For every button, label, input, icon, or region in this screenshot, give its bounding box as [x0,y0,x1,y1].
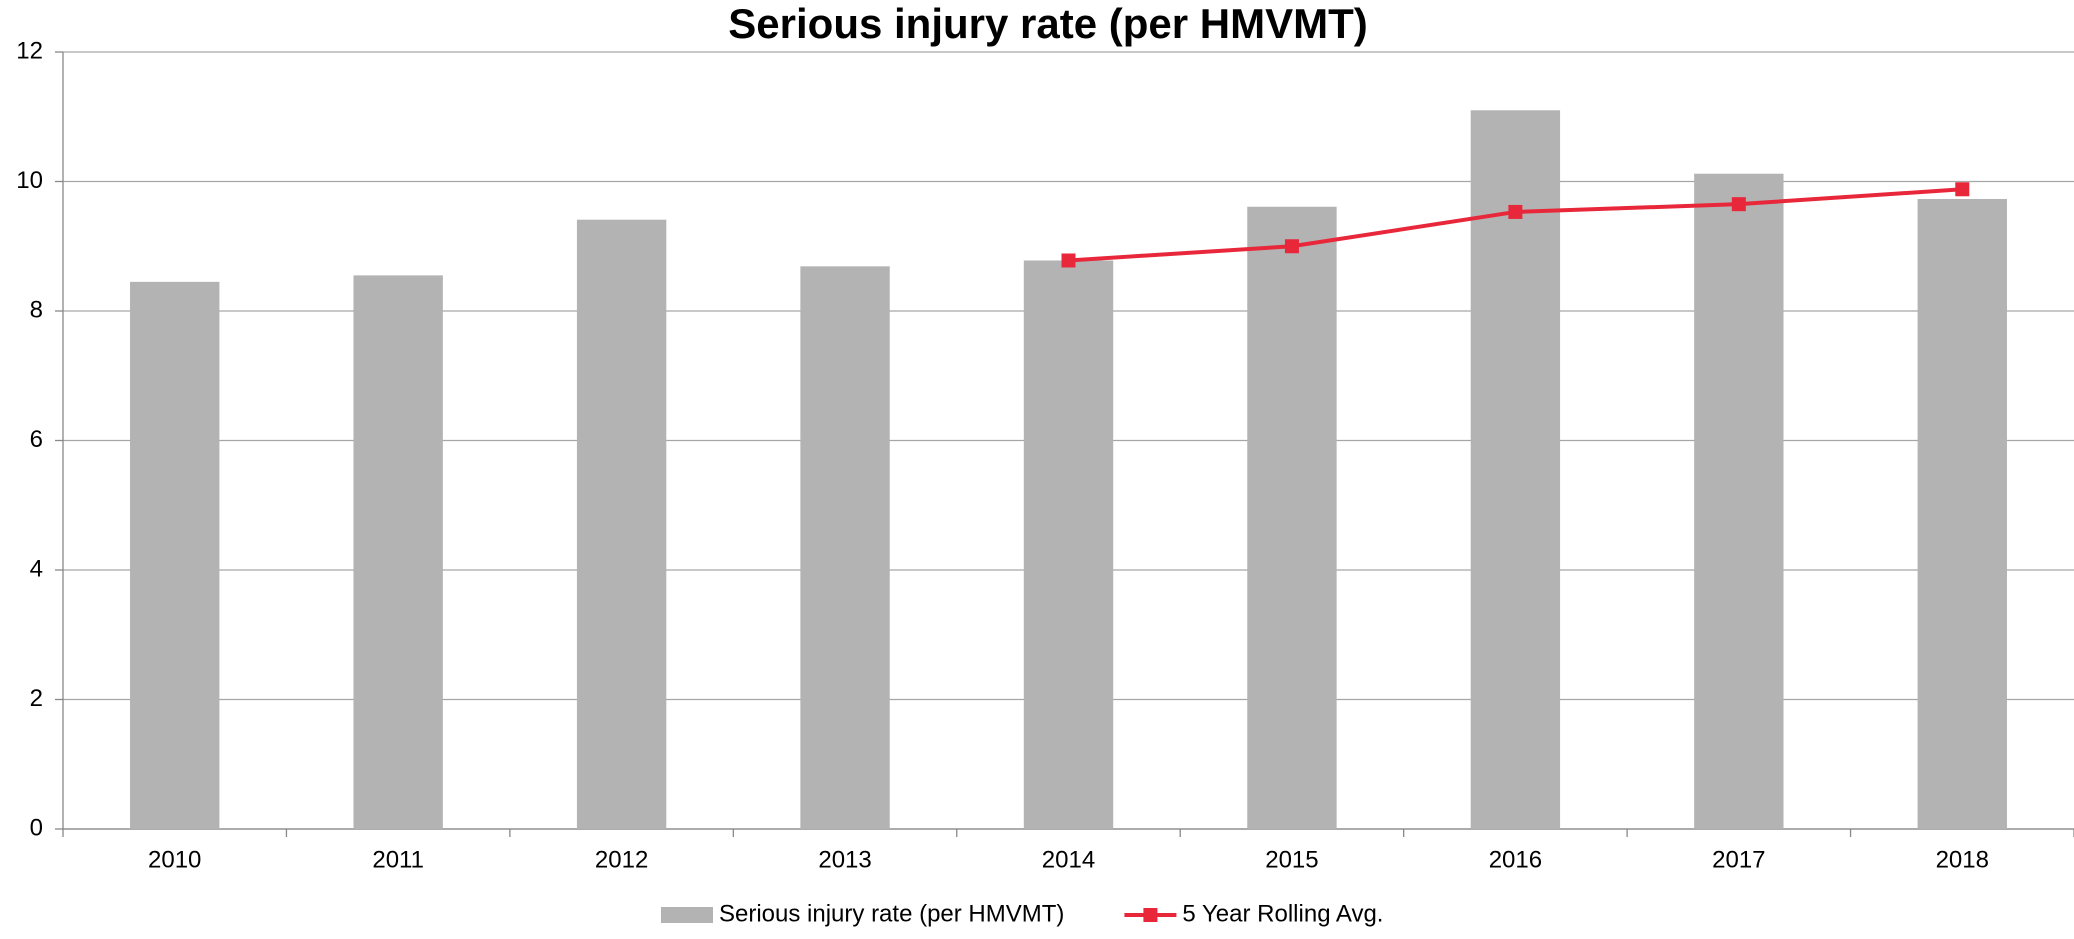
bar [1470,110,1561,829]
y-tick-label: 0 [30,814,43,841]
x-tick-label: 2017 [1712,846,1765,873]
x-tick-label: 2018 [1936,846,1989,873]
line-marker [1061,253,1076,268]
legend-marker [1143,908,1158,922]
x-tick-label: 2015 [1265,846,1318,873]
bar [1917,198,2007,830]
line-marker [1955,182,1970,197]
x-tick-label: 2010 [148,846,201,873]
bar [353,275,443,829]
bar [1247,206,1337,829]
y-tick-label: 6 [30,426,43,453]
y-tick-label: 8 [30,296,43,323]
bar [800,266,890,829]
y-tick-label: 10 [16,167,43,194]
legend-label: Serious injury rate (per HMVMT) [719,900,1064,927]
line-marker [1731,197,1746,212]
x-tick-label: 2016 [1489,846,1542,873]
y-tick-label: 2 [30,685,43,712]
y-tick-label: 4 [30,555,43,582]
bar [1023,260,1114,829]
bar [576,219,667,829]
x-tick-label: 2014 [1042,846,1095,873]
line-marker [1508,204,1523,219]
chart-title: Serious injury rate (per HMVMT) [728,0,1367,47]
line-marker [1284,239,1299,254]
x-tick-label: 2011 [372,846,424,873]
bar [130,281,220,829]
y-tick-label: 12 [16,37,43,64]
legend-label: 5 Year Rolling Avg. [1182,900,1383,927]
bar [1694,173,1784,830]
x-tick-label: 2013 [818,846,871,873]
x-tick-label: 2012 [595,846,648,873]
legend-swatch [661,907,713,923]
